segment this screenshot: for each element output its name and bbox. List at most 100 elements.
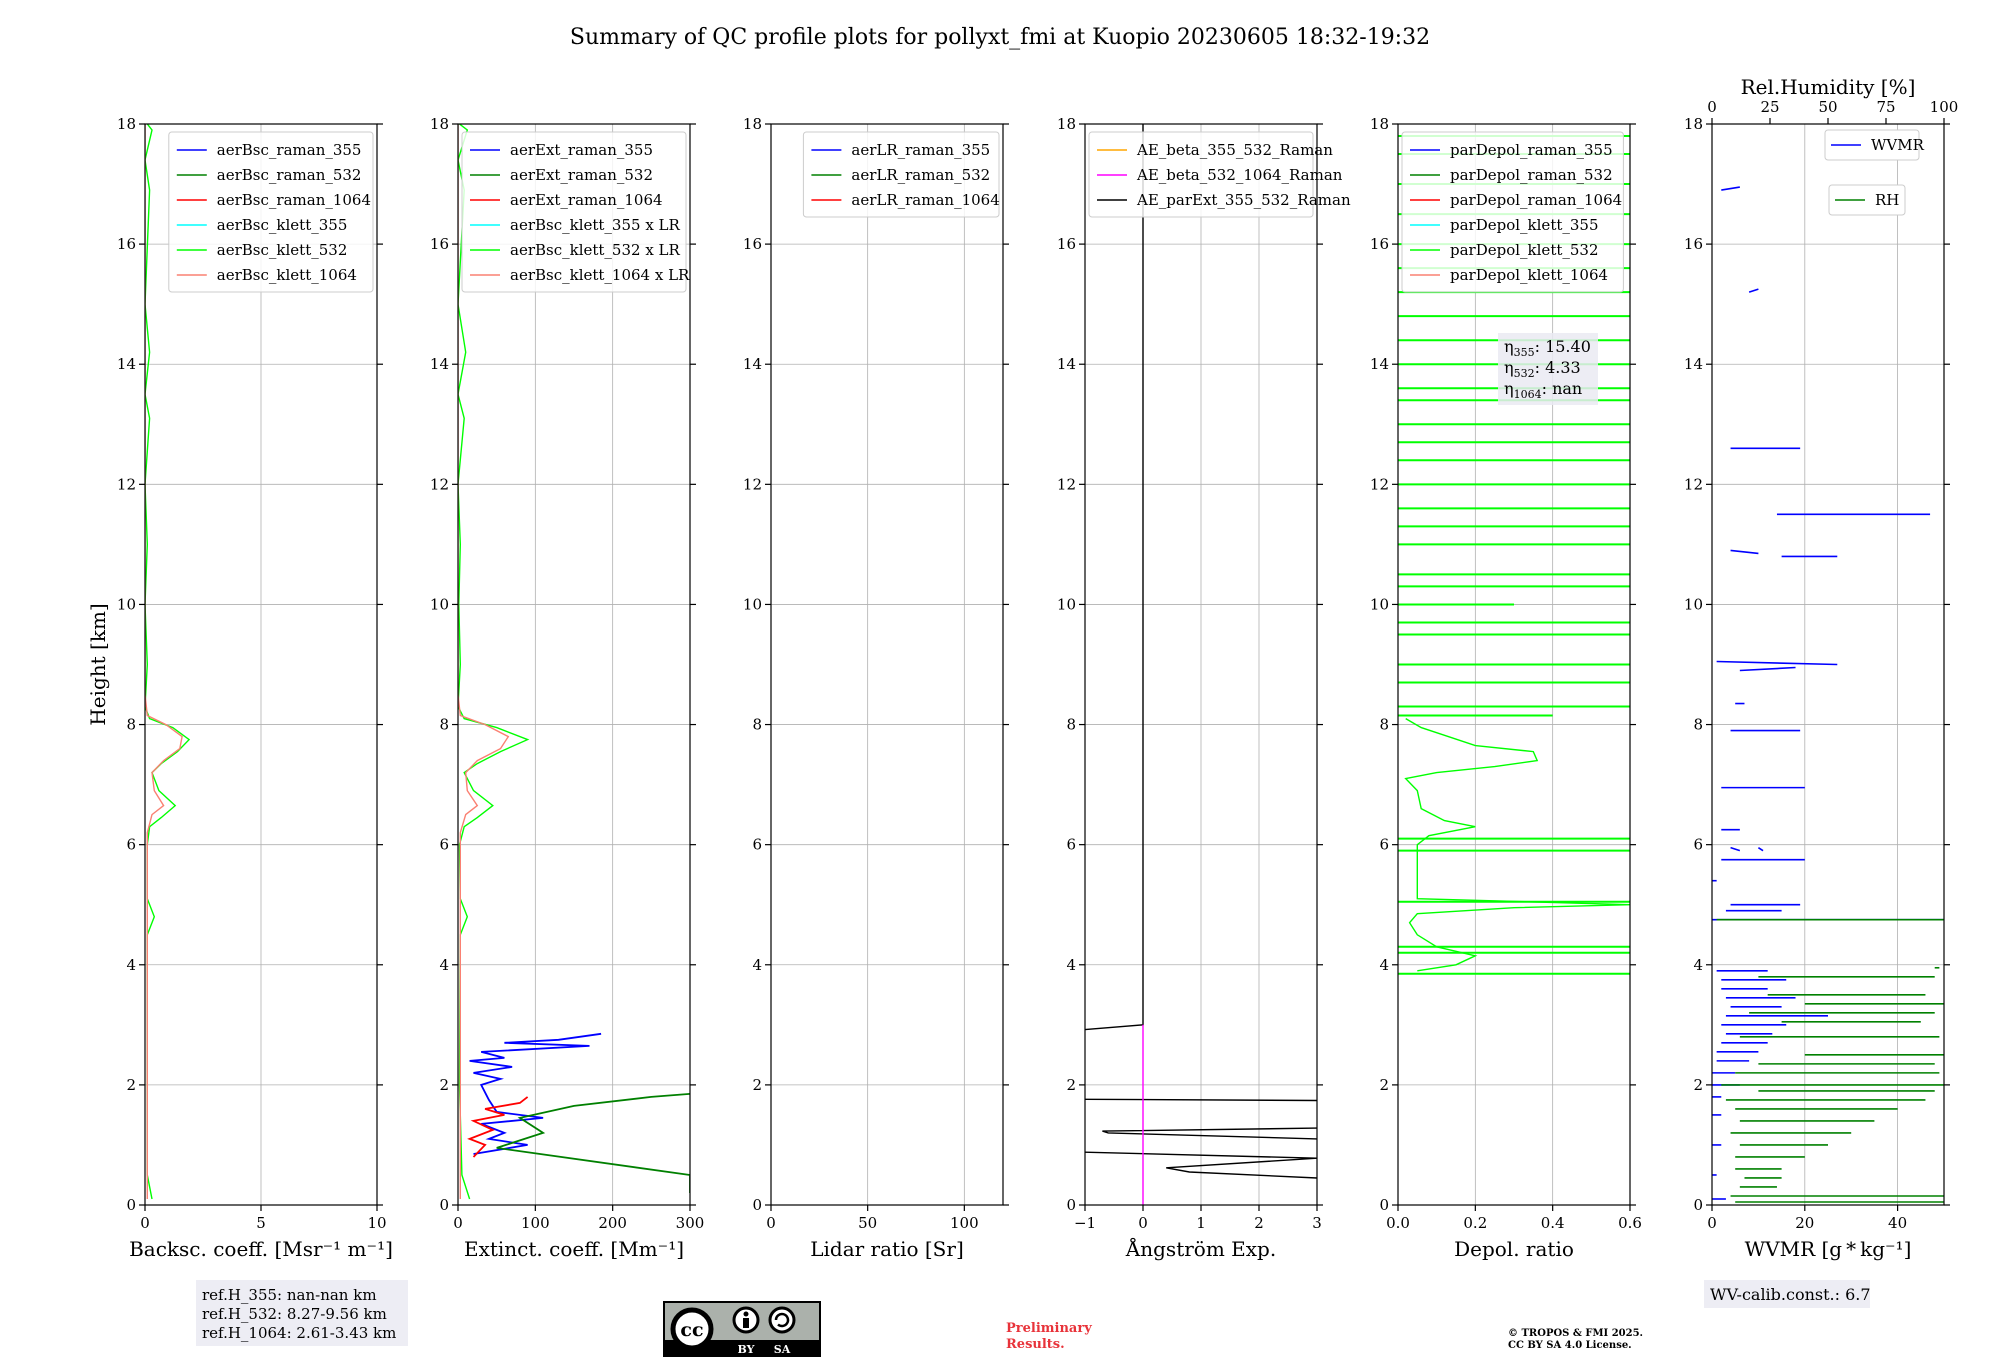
y-tick-label: 8 — [752, 716, 762, 734]
y-tick-label: 14 — [743, 355, 762, 373]
y-axis-label: Height [km] — [86, 603, 110, 725]
x-tick-label: 0.6 — [1618, 1214, 1642, 1232]
x2-tick-label: 0 — [1707, 98, 1717, 116]
legend-entry-pardepol-raman-532: parDepol_raman_532 — [1450, 166, 1613, 184]
by-person-head — [743, 1311, 749, 1317]
legend-entry-pardepol-klett-355: parDepol_klett_355 — [1450, 216, 1599, 234]
legend-entry-rh: RH — [1875, 191, 1899, 209]
legend-entry-aerlr-raman-355: aerLR_raman_355 — [851, 141, 990, 159]
y-tick-label: 14 — [1057, 355, 1076, 373]
y-tick-label: 14 — [430, 355, 449, 373]
legend-frame — [1088, 131, 1314, 218]
y-tick-label: 4 — [126, 956, 136, 974]
panel-bsc: 0 2 4 6 8 10 12 14 16 18 0 5 10 Backsc. coeff. [Msr⁻¹… — [86, 115, 393, 1261]
x-tick-label: 5 — [256, 1214, 266, 1232]
wv-calib-box-bg — [1704, 1280, 1870, 1308]
legend-entry-aerbsc-klett-532: aerBsc_klett_532 — [217, 241, 348, 259]
y-tick-label: 12 — [1370, 475, 1389, 493]
x-tick-label: −1 — [1074, 1214, 1096, 1232]
y-tick-label: 0 — [1066, 1196, 1076, 1214]
depol-annotation-bg — [1498, 333, 1598, 405]
x-tick-label: 100 — [521, 1214, 550, 1232]
y-tick-label: 12 — [1057, 475, 1076, 493]
y-tick-label: 2 — [126, 1076, 136, 1094]
wv-calib-text: WV-calib.const.: 6.7 — [1710, 1285, 1871, 1304]
x-axis-label: Backsc. coeff. [Msr⁻¹ m⁻¹] — [129, 1237, 393, 1261]
x-tick-label: 20 — [1795, 1214, 1814, 1232]
legend-frame — [168, 131, 374, 293]
series-segment-wvmr — [1748, 288, 1759, 293]
y-tick-label: 14 — [1684, 355, 1703, 373]
wv-calib-box: WV-calib.const.: 6.7 — [1704, 1280, 1871, 1308]
y-tick-label: 16 — [743, 235, 762, 253]
refh-line-355: ref.H_355: nan-nan km — [202, 1286, 377, 1304]
y-tick-label: 10 — [743, 595, 762, 613]
legend-box[interactable]: aerExt_raman_355 aerExt_raman_532 aerExt_r… — [461, 131, 690, 293]
legend-box[interactable]: RH — [1828, 184, 1906, 216]
x-tick-label: 50 — [858, 1214, 877, 1232]
series-group — [458, 124, 690, 1200]
y-tick-label: 18 — [1057, 115, 1076, 133]
y-tick-label: 2 — [439, 1076, 449, 1094]
legend-box[interactable]: aerBsc_raman_355 aerBsc_raman_532 aerBsc_r… — [168, 131, 374, 293]
x-axis-label: WVMR [g * kg⁻¹] — [1745, 1237, 1912, 1261]
legend-frame — [1401, 131, 1624, 293]
x-tick-label: 0 — [1138, 1214, 1148, 1232]
y-tick-label: 10 — [1684, 595, 1703, 613]
badge-sa-label: SA — [774, 1343, 791, 1356]
y-tick-label: 10 — [1370, 595, 1389, 613]
y-tick-label: 4 — [439, 956, 449, 974]
legend-box[interactable]: WVMR — [1824, 129, 1925, 161]
series-segment-wvmr — [1730, 549, 1759, 555]
legend-box[interactable]: aerLR_raman_355 aerLR_raman_532 aerLR_rama… — [802, 131, 1000, 218]
series-segment-wvmr — [1739, 666, 1796, 672]
sa-arrow — [774, 1312, 790, 1328]
axes-frame — [1397, 123, 1631, 1206]
legend-box[interactable]: AE_beta_355_532_Raman AE_beta_532_1064_Ra… — [1088, 131, 1351, 218]
legend-entry-aerlr-raman-1064: aerLR_raman_1064 — [851, 191, 999, 209]
x-tick-label: 100 — [950, 1214, 979, 1232]
x-axis-label: Depol. ratio — [1454, 1237, 1574, 1261]
legend-entry-ae-beta-532-1064-raman: AE_beta_532_1064_Raman — [1136, 166, 1343, 184]
y-tick-label: 6 — [439, 836, 449, 854]
x-tick-label: 0 — [766, 1214, 776, 1232]
figure-title: Summary of QC profile plots for pollyxt_… — [570, 25, 1430, 50]
panel-depol: 0 2 4 6 8 10 12 14 16 18 0.0 0.2 0.4 0.6 Depol. ratio p… — [1370, 115, 1642, 1261]
copyright-line-2: CC BY SA 4.0 License. — [1508, 1340, 1632, 1351]
legend-entry-pardepol-raman-355: parDepol_raman_355 — [1450, 141, 1613, 159]
legend-entry-aerext-raman-1064: aerExt_raman_1064 — [510, 191, 663, 209]
legend-entry-ae-beta-355-532-raman: AE_beta_355_532_Raman — [1136, 141, 1333, 159]
cc-glyph: cc — [680, 1319, 703, 1341]
y-tick-label: 2 — [1066, 1076, 1076, 1094]
y-tick-label: 16 — [117, 235, 136, 253]
y-tick-label: 8 — [1693, 716, 1703, 734]
legend-frame — [1828, 184, 1906, 216]
x-tick-label: 0 — [1707, 1214, 1717, 1232]
legend-entry-aerbsc-klett-1064-x-lr: aerBsc_klett_1064 x LR — [510, 266, 690, 284]
legend-entry-wvmr: WVMR — [1871, 136, 1925, 154]
sa-share-icon — [768, 1306, 796, 1334]
y-tick-label: 10 — [1057, 595, 1076, 613]
legend-frame — [1824, 129, 1920, 161]
x-tick-label: 3 — [1312, 1214, 1322, 1232]
series-line-aerbsc-klett-1064 — [145, 124, 183, 1199]
x-tick-label: 200 — [598, 1214, 627, 1232]
copyright-line-1: © TROPOS & FMI 2025. — [1508, 1328, 1643, 1339]
cc-by-sa-badge[interactable]: cc BY SA — [663, 1301, 821, 1357]
x-tick-label: 0.2 — [1463, 1214, 1487, 1232]
legend-entry-aerext-raman-532: aerExt_raman_532 — [510, 166, 653, 184]
series-line-aerext-raman-355 — [469, 1032, 602, 1155]
y-tick-label: 12 — [117, 475, 136, 493]
y-tick-label: 0 — [1379, 1196, 1389, 1214]
y-tick-label: 8 — [439, 716, 449, 734]
legend-entry-aerext-raman-355: aerExt_raman_355 — [510, 141, 653, 159]
y-tick-label: 6 — [1066, 836, 1076, 854]
legend-box[interactable]: parDepol_raman_355 parDepol_raman_532 parD… — [1401, 131, 1624, 293]
y-tick-label: 0 — [126, 1196, 136, 1214]
y-tick-label: 14 — [1370, 355, 1389, 373]
y-tick-label: 14 — [117, 355, 136, 373]
by-person-body — [743, 1318, 749, 1328]
x2-tick-label: 75 — [1876, 98, 1895, 116]
